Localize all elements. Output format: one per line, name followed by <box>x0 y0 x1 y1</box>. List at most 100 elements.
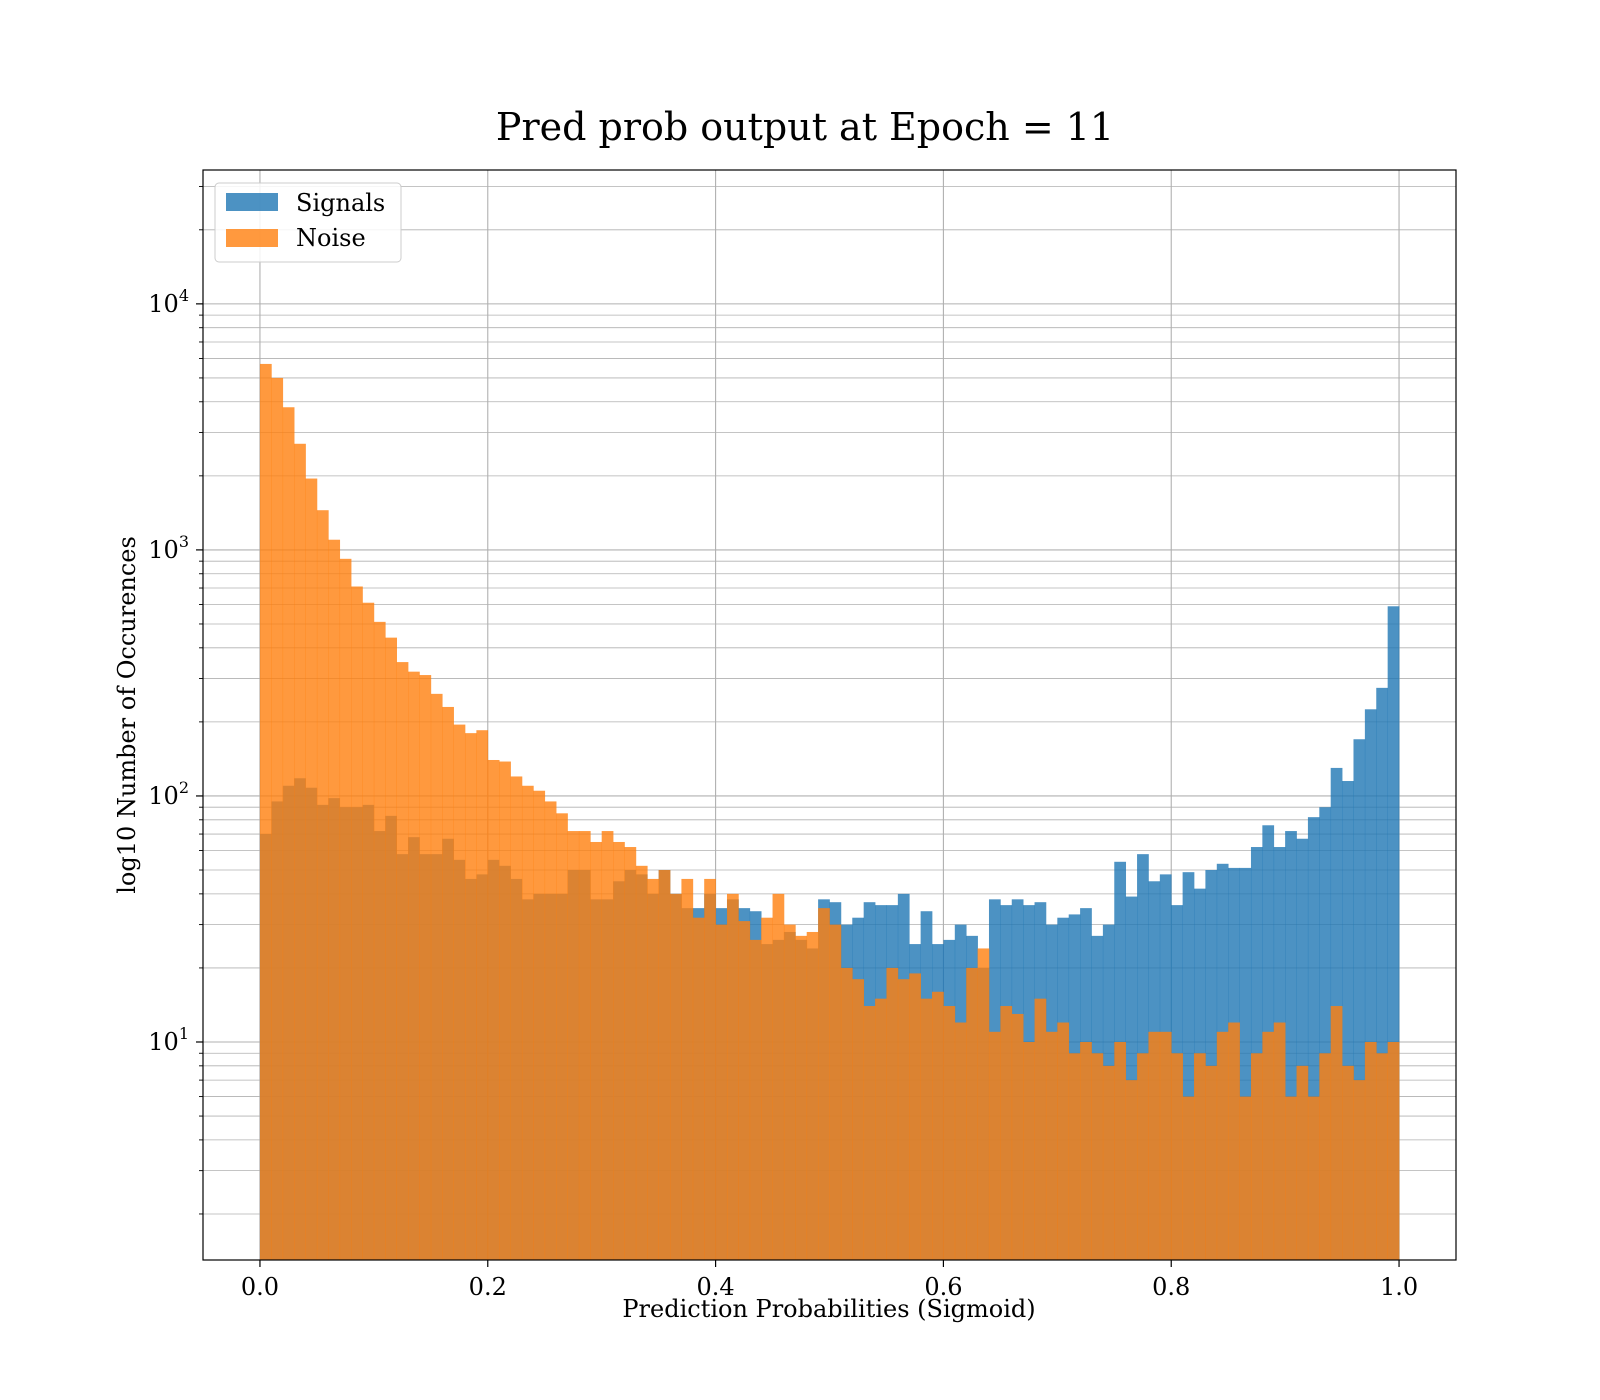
noise-bar <box>1262 1031 1275 1260</box>
noise-bar <box>1125 1080 1138 1260</box>
noise-bar <box>1182 1096 1195 1260</box>
noise-bar <box>1216 1031 1229 1260</box>
noise-bar <box>476 730 489 1260</box>
x-axis-label: Prediction Probabilities (Sigmoid) <box>622 1295 1035 1323</box>
noise-bar <box>954 1022 967 1260</box>
noise-bar <box>1296 1065 1309 1260</box>
noise-bar <box>726 893 739 1260</box>
noise-bar <box>1250 1053 1263 1260</box>
noise-bar <box>1102 1065 1115 1260</box>
noise-bar <box>863 1006 876 1260</box>
noise-bar <box>1342 1065 1354 1260</box>
noise-bar <box>1387 1041 1400 1260</box>
noise-bar <box>647 878 659 1260</box>
noise-bar <box>1114 1041 1127 1260</box>
noise-bar <box>1068 1053 1081 1260</box>
legend-swatch-noise <box>226 229 278 247</box>
noise-bar <box>624 847 637 1260</box>
noise-bar <box>373 621 386 1260</box>
noise-bar <box>1057 1022 1070 1260</box>
noise-bar <box>761 917 773 1260</box>
noise-bar <box>1171 1053 1183 1260</box>
noise-bar <box>1376 1053 1389 1260</box>
noise-bar <box>419 675 432 1260</box>
noise-bar <box>1034 998 1047 1260</box>
noise-bar <box>408 671 420 1260</box>
noise-bar <box>1205 1065 1218 1260</box>
noise-bar <box>1364 1041 1377 1260</box>
noise-bar <box>1000 1006 1013 1260</box>
noise-bar <box>738 921 751 1260</box>
noise-bar <box>1148 1031 1161 1260</box>
noise-bar <box>1194 1053 1206 1260</box>
noise-bar <box>362 602 375 1260</box>
y-tick-label: 103 <box>148 532 189 564</box>
y-tick-label: 104 <box>148 286 189 318</box>
signals-bar <box>1125 896 1138 1260</box>
signals-bar <box>1182 872 1195 1260</box>
noise-bars <box>259 363 1400 1261</box>
noise-bar <box>966 967 978 1260</box>
noise-bar <box>396 662 409 1260</box>
signals-bar <box>1307 817 1320 1260</box>
plot-frame <box>202 169 1457 1261</box>
noise-bar <box>692 917 705 1260</box>
noise-bar <box>977 948 990 1260</box>
noise-bar <box>578 831 591 1260</box>
noise-bar <box>351 586 363 1260</box>
noise-bar <box>282 407 295 1260</box>
noise-bar <box>339 558 352 1260</box>
noise-bar <box>932 991 944 1260</box>
noise-bar <box>1319 1053 1332 1260</box>
signals-bar <box>1239 867 1252 1260</box>
noise-bar <box>328 539 341 1260</box>
y-tick-label: 102 <box>148 778 189 810</box>
noise-bar <box>1285 1096 1297 1260</box>
noise-bar <box>521 785 534 1260</box>
legend-swatch-signals <box>226 193 278 211</box>
noise-bar <box>499 761 511 1260</box>
noise-bar <box>909 973 921 1260</box>
noise-bar <box>749 939 762 1260</box>
noise-bar <box>852 979 865 1260</box>
legend-label-noise: Noise <box>296 224 366 252</box>
noise-bar <box>316 510 329 1260</box>
noise-bar <box>305 478 318 1261</box>
signals-bar <box>1205 870 1218 1260</box>
noise-bar <box>613 841 625 1260</box>
y-tick-label: 101 <box>148 1024 189 1056</box>
signals-bar <box>1319 807 1332 1260</box>
noise-bar <box>1011 1013 1024 1260</box>
x-tick-label: 0.0 <box>241 1273 279 1301</box>
noise-bar <box>1330 1006 1343 1260</box>
noise-bar <box>783 924 796 1260</box>
noise-bar <box>1045 1031 1058 1260</box>
noise-bar <box>385 637 397 1260</box>
y-axis-label: log10 Number of Occurences <box>113 536 141 894</box>
noise-bar <box>715 924 728 1260</box>
noise-bar <box>442 706 454 1260</box>
noise-bar <box>453 724 466 1260</box>
noise-bar <box>635 865 648 1260</box>
noise-bar <box>487 759 500 1260</box>
signals-bar <box>1364 709 1377 1260</box>
legend: Signals Noise <box>214 182 402 263</box>
noise-bar <box>840 967 853 1260</box>
signals-bar <box>1376 687 1389 1260</box>
noise-bar <box>795 935 808 1260</box>
noise-bar <box>271 377 284 1260</box>
signals-bar <box>1296 838 1309 1260</box>
noise-bar <box>556 813 568 1260</box>
chart-title: Pred prob output at Epoch = 11 <box>496 105 1114 149</box>
noise-bar <box>806 931 819 1260</box>
noise-bar <box>1228 1022 1240 1260</box>
noise-bar <box>897 979 910 1260</box>
noise-bar <box>567 831 580 1260</box>
x-tick-label: 0.6 <box>924 1273 962 1301</box>
y-axis-ticks: 101 102 103 104 <box>148 186 203 1215</box>
x-tick-label: 1.0 <box>1380 1273 1418 1301</box>
noise-bar <box>829 924 842 1260</box>
noise-bar <box>704 878 716 1260</box>
signals-bar <box>1353 739 1366 1260</box>
